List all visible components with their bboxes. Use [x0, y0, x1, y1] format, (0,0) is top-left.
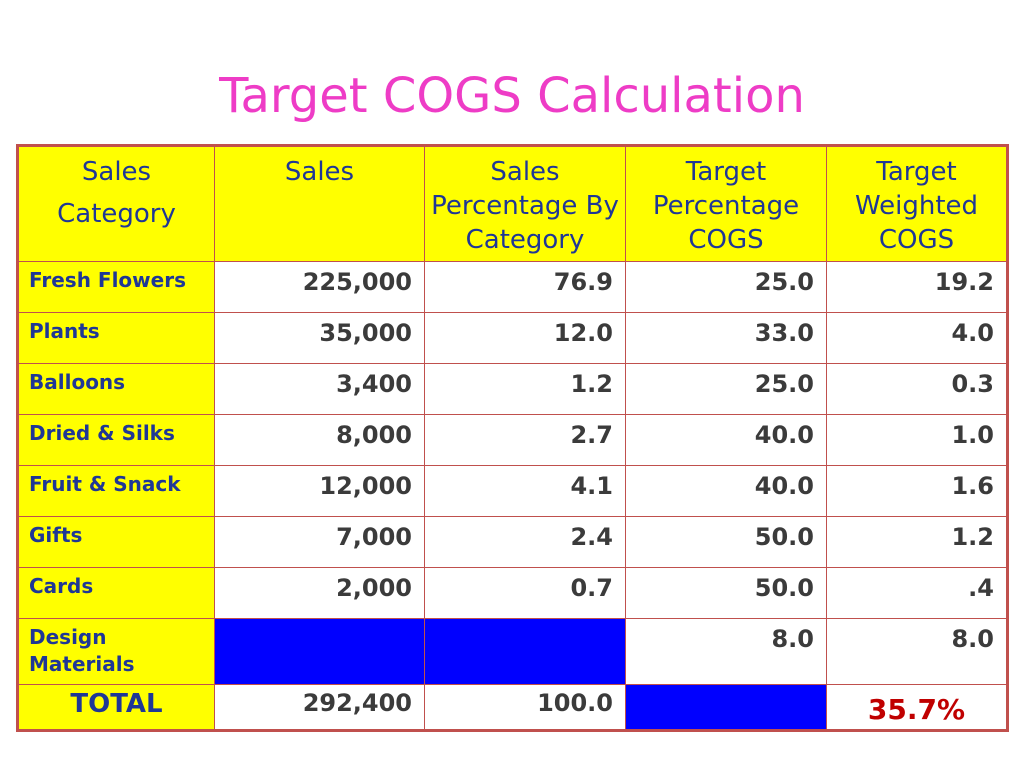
target-percentage-cell: 50.0	[625, 567, 827, 619]
weighted-cogs-cell: 1.2	[826, 516, 1008, 568]
category-cell: Gifts	[17, 516, 215, 568]
table-row: Cards 2,000 0.7 50.0 .4	[17, 567, 1008, 619]
total-sales-percentage-cell: 100.0	[424, 684, 626, 731]
category-cell: Balloons	[17, 363, 215, 415]
category-cell: Design Materials	[17, 618, 215, 685]
category-cell: Fruit & Snack	[17, 465, 215, 517]
weighted-cogs-cell: 1.0	[826, 414, 1008, 466]
table-row: Plants 35,000 12.0 33.0 4.0	[17, 312, 1008, 364]
sales-cell: 225,000	[214, 261, 425, 313]
target-percentage-cell: 50.0	[625, 516, 827, 568]
target-percentage-cell: 40.0	[625, 465, 827, 517]
target-percentage-cell: 33.0	[625, 312, 827, 364]
weighted-cogs-cell: 19.2	[826, 261, 1008, 313]
design-materials-row: Design Materials 8.0 8.0	[17, 618, 1008, 685]
sales-cell: 35,000	[214, 312, 425, 364]
header-sales: Sales	[214, 145, 425, 262]
target-percentage-cell: 40.0	[625, 414, 827, 466]
category-cell: Plants	[17, 312, 215, 364]
category-cell: Dried & Silks	[17, 414, 215, 466]
sales-cell: 2,000	[214, 567, 425, 619]
sales-percentage-cell: 76.9	[424, 261, 626, 313]
category-cell: Cards	[17, 567, 215, 619]
slide-title: Target COGS Calculation	[219, 68, 805, 124]
blue-fill-cell	[214, 618, 425, 685]
target-percentage-cell: 8.0	[625, 618, 827, 685]
sales-percentage-cell: 2.4	[424, 516, 626, 568]
category-cell: Fresh Flowers	[17, 261, 215, 313]
header-category-line2: Category	[57, 199, 176, 229]
table-row: Fruit & Snack 12,000 4.1 40.0 1.6	[17, 465, 1008, 517]
sales-percentage-cell: 1.2	[424, 363, 626, 415]
weighted-cogs-cell: 1.6	[826, 465, 1008, 517]
sales-percentage-cell: 12.0	[424, 312, 626, 364]
header-row: Sales Category Sales Sales Percentage By…	[17, 145, 1008, 262]
category-line2: Materials	[29, 652, 135, 676]
sales-percentage-cell: 4.1	[424, 465, 626, 517]
header-sales-percentage: Sales Percentage By Category	[424, 145, 626, 262]
table-row: Fresh Flowers 225,000 76.9 25.0 19.2	[17, 261, 1008, 313]
header-category: Sales Category	[17, 145, 215, 262]
target-percentage-cell: 25.0	[625, 363, 827, 415]
sales-cell: 7,000	[214, 516, 425, 568]
header-target-weighted: Target Weighted COGS	[826, 145, 1008, 262]
sales-cell: 8,000	[214, 414, 425, 466]
total-row: TOTAL 292,400 100.0 35.7%	[17, 684, 1008, 731]
header-category-line1: Sales	[81, 157, 152, 187]
cogs-table: Sales Category Sales Sales Percentage By…	[16, 144, 1009, 732]
total-label: TOTAL	[17, 684, 215, 731]
target-cogs-result: 35.7%	[826, 684, 1008, 731]
sales-cell: 3,400	[214, 363, 425, 415]
table-row: Balloons 3,400 1.2 25.0 0.3	[17, 363, 1008, 415]
weighted-cogs-cell: .4	[826, 567, 1008, 619]
table-row: Dried & Silks 8,000 2.7 40.0 1.0	[17, 414, 1008, 466]
weighted-cogs-cell: 4.0	[826, 312, 1008, 364]
blue-fill-cell	[625, 684, 827, 731]
weighted-cogs-cell: 0.3	[826, 363, 1008, 415]
weighted-cogs-cell: 8.0	[826, 618, 1008, 685]
header-target-percentage: Target Percentage COGS	[625, 145, 827, 262]
sales-cell: 12,000	[214, 465, 425, 517]
target-percentage-cell: 25.0	[625, 261, 827, 313]
table-row: Gifts 7,000 2.4 50.0 1.2	[17, 516, 1008, 568]
category-line1: Design	[29, 625, 107, 649]
blue-fill-cell	[424, 618, 626, 685]
sales-percentage-cell: 2.7	[424, 414, 626, 466]
sales-percentage-cell: 0.7	[424, 567, 626, 619]
total-sales-cell: 292,400	[214, 684, 425, 731]
